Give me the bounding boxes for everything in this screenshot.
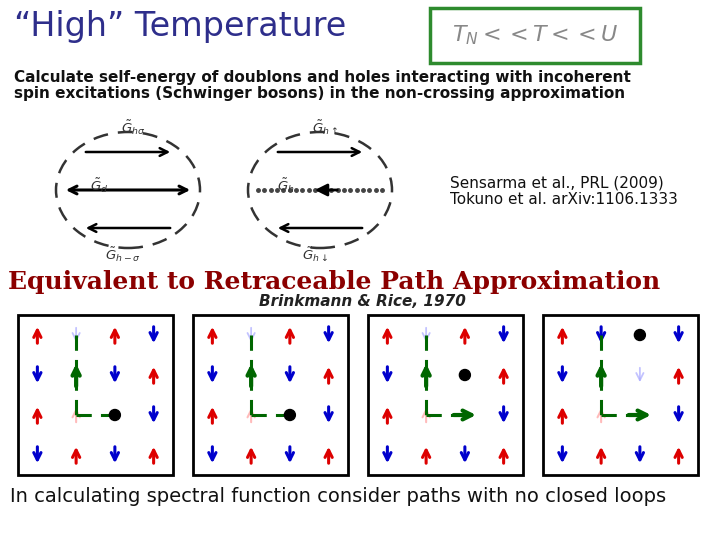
Text: $\tilde{G}_{h\sigma}$: $\tilde{G}_{h\sigma}$	[121, 118, 145, 137]
Circle shape	[109, 409, 120, 421]
Text: $\tilde{G}_h$: $\tilde{G}_h$	[277, 177, 295, 195]
Bar	[368, 315, 523, 475]
Text: $\tilde{G}_{h\downarrow}$: $\tilde{G}_{h\downarrow}$	[302, 245, 328, 264]
Text: Sensarma et al., PRL (2009): Sensarma et al., PRL (2009)	[450, 175, 664, 190]
Text: $\tilde{G}_{h\uparrow}$: $\tilde{G}_{h\uparrow}$	[312, 118, 338, 137]
Text: $\tilde{G}_d$: $\tilde{G}_d$	[90, 177, 108, 195]
Circle shape	[459, 369, 470, 381]
Circle shape	[634, 329, 645, 341]
Bar	[430, 8, 640, 63]
Text: $T_N << T << U$: $T_N << T << U$	[451, 24, 618, 48]
Circle shape	[284, 409, 295, 421]
Text: Tokuno et al. arXiv:1106.1333: Tokuno et al. arXiv:1106.1333	[450, 192, 678, 207]
Text: In calculating spectral function consider paths with no closed loops: In calculating spectral function conside…	[10, 487, 666, 506]
Text: $\tilde{G}_{h-\sigma}$: $\tilde{G}_{h-\sigma}$	[105, 245, 141, 264]
Bar	[193, 315, 348, 475]
Text: Brinkmann & Rice, 1970: Brinkmann & Rice, 1970	[258, 294, 465, 309]
Text: spin excitations (Schwinger bosons) in the non-crossing approximation: spin excitations (Schwinger bosons) in t…	[14, 86, 625, 101]
Text: Equivalent to Retraceable Path Approximation: Equivalent to Retraceable Path Approxima…	[8, 270, 660, 294]
Bar	[543, 315, 698, 475]
Bar	[18, 315, 173, 475]
Text: Calculate self-energy of doublons and holes interacting with incoherent: Calculate self-energy of doublons and ho…	[14, 70, 631, 85]
Text: “High” Temperature: “High” Temperature	[14, 10, 346, 43]
